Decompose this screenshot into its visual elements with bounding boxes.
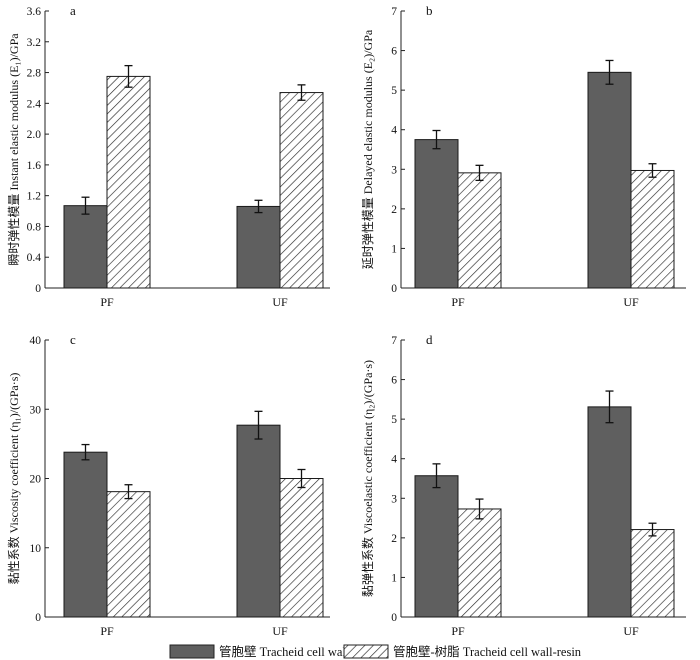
y-tick-label: 2.8 xyxy=(27,68,42,80)
y-tick-label: 1 xyxy=(391,243,397,255)
panel-title: b xyxy=(426,3,433,18)
y-tick-label: 1 xyxy=(391,572,397,584)
bar-hatch-pf xyxy=(457,508,502,618)
y-tick-label: 0.8 xyxy=(27,221,42,233)
y-tick-label: 7 xyxy=(391,6,397,18)
bar-solid-pf xyxy=(63,451,108,618)
y-tick-label: 2 xyxy=(391,533,397,545)
y-tick-label: 2.0 xyxy=(27,129,42,141)
bar-solid-uf xyxy=(236,205,281,289)
bar-solid-uf xyxy=(236,424,281,618)
panel-a: 0 0.4 0.8 1.2 1.6 2.0 2.4 2.8 3.2 3.6 a 瞬时弹性模量 Inst… xyxy=(7,3,330,309)
y-tick-label: 6 xyxy=(391,375,397,387)
y-tick-label: 2.4 xyxy=(27,98,42,110)
y-tick-label: 0 xyxy=(35,612,41,624)
x-tick-label: PF xyxy=(451,624,465,638)
y-axis-label: 瞬时弹性模量 Instant elastic modulus (E₁)/GPa xyxy=(7,33,21,266)
panel-title: d xyxy=(426,332,433,347)
y-axis-label: 延时弹性模量 Delayed elastic modulus (E₂)/GPa xyxy=(361,29,375,269)
bar-hatch-uf xyxy=(279,92,324,289)
y-tick-label: 3 xyxy=(391,493,397,505)
y-axis-label: 黏性系数 Viscosity coefficient (η₁)/(GPa·s) xyxy=(6,373,21,585)
y-tick-label: 6 xyxy=(391,46,397,58)
y-tick-label: 1.6 xyxy=(27,160,42,172)
legend-label-solid: 管胞壁 Tracheid cell wall xyxy=(219,644,350,659)
y-tick-label: 30 xyxy=(30,404,42,416)
panel-d: 0 1 2 3 4 5 6 7 d 黏弹性系数 Viscoelastic coefficient … xyxy=(360,332,686,638)
y-tick-label: 0.4 xyxy=(27,252,42,264)
y-tick-label: 3 xyxy=(391,164,397,176)
panel-b: 0 1 2 3 4 5 6 7 b 延时弹性模量 Delayed elastic modulus … xyxy=(361,3,686,309)
x-tick-label: UF xyxy=(272,624,288,638)
bar-solid-uf xyxy=(587,406,632,618)
y-tick-label: 3.2 xyxy=(27,37,42,49)
bar-hatch-uf xyxy=(630,529,675,618)
y-tick-label: 1.2 xyxy=(27,191,42,203)
y-tick-label: 5 xyxy=(391,85,397,97)
x-tick-label: PF xyxy=(100,295,114,309)
bar-hatch-uf xyxy=(279,478,324,618)
x-tick-label: PF xyxy=(451,295,465,309)
y-tick-label: 40 xyxy=(30,335,42,347)
y-axis-label: 黏弹性系数 Viscoelastic coefficient (η₂)/(GPa… xyxy=(360,360,375,597)
y-tick-label: 20 xyxy=(30,474,42,486)
legend-swatch-hatch xyxy=(343,644,389,659)
panel-title: a xyxy=(70,3,76,18)
bar-hatch-pf xyxy=(106,491,151,618)
x-tick-label: UF xyxy=(623,295,639,309)
bar-solid-uf xyxy=(587,71,632,289)
panel-title: c xyxy=(70,332,76,347)
legend-swatch-solid xyxy=(169,644,215,659)
y-tick-label: 3.6 xyxy=(27,6,42,18)
y-tick-label: 4 xyxy=(391,125,397,137)
y-tick-label: 7 xyxy=(391,335,397,347)
bar-solid-pf xyxy=(414,475,459,618)
y-tick-label: 5 xyxy=(391,414,397,426)
x-tick-label: UF xyxy=(623,624,639,638)
bar-hatch-pf xyxy=(457,172,502,289)
y-tick-label: 0 xyxy=(35,283,41,295)
y-tick-label: 0 xyxy=(391,612,397,624)
y-tick-label: 10 xyxy=(30,543,42,555)
y-tick-label: 2 xyxy=(391,204,397,216)
x-tick-label: UF xyxy=(272,295,288,309)
legend-label-hatch: 管胞壁-树脂 Tracheid cell wall-resin xyxy=(393,644,582,659)
bar-solid-pf xyxy=(63,205,108,289)
y-tick-label: 0 xyxy=(391,283,397,295)
legend: 管胞壁 Tracheid cell wall 管胞壁-树脂 Tracheid c… xyxy=(169,644,582,659)
panel-c: 0 10 20 30 40 c 黏性系数 Viscosity coefficient (η₁… xyxy=(6,332,330,638)
bar-hatch-uf xyxy=(630,169,675,289)
bar-hatch-pf xyxy=(106,75,151,289)
bar-solid-pf xyxy=(414,139,459,289)
x-tick-label: PF xyxy=(100,624,114,638)
y-tick-label: 4 xyxy=(391,454,397,466)
